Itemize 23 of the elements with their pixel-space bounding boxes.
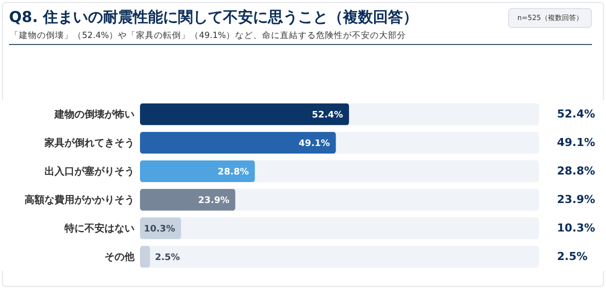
data-label: 52.4%	[312, 110, 344, 120]
text: 52.4%	[557, 107, 596, 120]
y-tick-label: その他	[104, 250, 136, 263]
y-tick-label: 家具が倒れてきそう	[44, 136, 134, 149]
text: 23.9%	[557, 192, 596, 206]
text: 28.8%	[557, 164, 596, 178]
y-tick-label: 特に不安はない	[64, 222, 134, 234]
data-label: 23.9%	[198, 196, 230, 206]
data-label: 28.8%	[218, 167, 249, 178]
text: 2.5%	[557, 250, 588, 263]
chart-subtitle: 「建物の倒壊」（52.4%）や「家具の転倒」（49.1%）など、命に直結する危険性が不安の大部分	[10, 30, 406, 42]
y-tick-label: 建物の倒壊が怖い	[54, 108, 134, 120]
chart-title: Q8. 住まいの耐震性能に関して不安に思うこと（複数回答）	[9, 8, 418, 27]
bar	[140, 246, 150, 268]
text: 49.1%	[557, 136, 596, 149]
bar	[140, 188, 236, 211]
y-tick-label: 高額な費用がかかりそう	[24, 194, 134, 206]
y-tick-label: 出入口が塞がりそう	[44, 165, 134, 178]
data-label: 2.5%	[154, 252, 180, 263]
text: 10.3%	[557, 221, 596, 234]
data-label: 10.3%	[144, 224, 176, 234]
data-label: 49.1%	[298, 138, 330, 149]
bar	[140, 160, 255, 182]
